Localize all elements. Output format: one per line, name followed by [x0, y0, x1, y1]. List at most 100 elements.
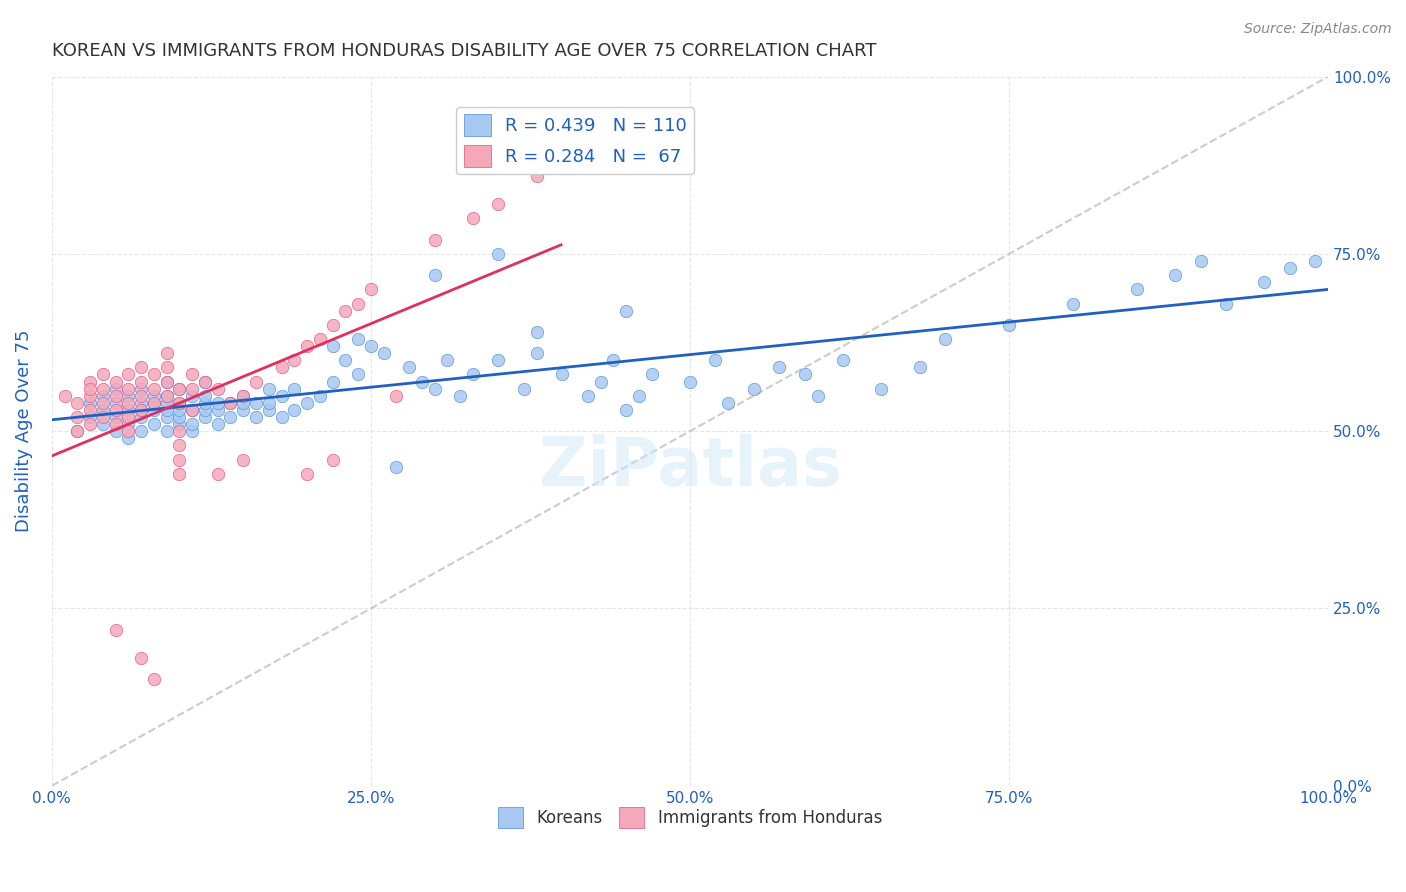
Point	[66, 424, 89, 438]
Point	[245, 409, 267, 424]
Point	[385, 389, 408, 403]
Point	[117, 424, 139, 438]
Point	[66, 409, 89, 424]
Point	[156, 389, 179, 403]
Point	[908, 360, 931, 375]
Point	[104, 409, 127, 424]
Point	[513, 382, 536, 396]
Point	[360, 339, 382, 353]
Point	[322, 375, 344, 389]
Point	[245, 375, 267, 389]
Point	[169, 409, 191, 424]
Point	[207, 382, 229, 396]
Point	[117, 403, 139, 417]
Point	[232, 452, 254, 467]
Point	[576, 389, 599, 403]
Text: KOREAN VS IMMIGRANTS FROM HONDURAS DISABILITY AGE OVER 75 CORRELATION CHART: KOREAN VS IMMIGRANTS FROM HONDURAS DISAB…	[52, 42, 876, 60]
Point	[117, 382, 139, 396]
Point	[870, 382, 893, 396]
Point	[373, 346, 395, 360]
Point	[768, 360, 790, 375]
Point	[207, 467, 229, 481]
Point	[91, 382, 114, 396]
Point	[219, 409, 242, 424]
Point	[347, 332, 370, 346]
Point	[104, 417, 127, 431]
Point	[270, 409, 292, 424]
Point	[79, 417, 101, 431]
Point	[704, 353, 727, 368]
Point	[156, 424, 179, 438]
Point	[129, 382, 152, 396]
Point	[1305, 254, 1327, 268]
Text: Source: ZipAtlas.com: Source: ZipAtlas.com	[1244, 22, 1392, 37]
Point	[423, 382, 446, 396]
Point	[832, 353, 855, 368]
Legend: Koreans, Immigrants from Honduras: Koreans, Immigrants from Honduras	[491, 800, 889, 834]
Point	[104, 382, 127, 396]
Point	[270, 389, 292, 403]
Point	[461, 368, 484, 382]
Point	[423, 233, 446, 247]
Point	[335, 303, 357, 318]
Text: ZiPatlas: ZiPatlas	[538, 434, 841, 500]
Point	[436, 353, 458, 368]
Point	[129, 360, 152, 375]
Point	[104, 396, 127, 410]
Point	[347, 296, 370, 310]
Point	[156, 375, 179, 389]
Point	[717, 396, 740, 410]
Point	[129, 651, 152, 665]
Point	[308, 332, 330, 346]
Point	[117, 409, 139, 424]
Point	[194, 409, 217, 424]
Point	[181, 382, 204, 396]
Point	[627, 389, 650, 403]
Point	[461, 211, 484, 226]
Point	[142, 396, 165, 410]
Point	[142, 389, 165, 403]
Point	[322, 452, 344, 467]
Point	[232, 389, 254, 403]
Point	[335, 353, 357, 368]
Y-axis label: Disability Age Over 75: Disability Age Over 75	[15, 330, 32, 533]
Point	[793, 368, 815, 382]
Point	[117, 431, 139, 445]
Point	[79, 382, 101, 396]
Point	[156, 389, 179, 403]
Point	[181, 403, 204, 417]
Point	[156, 396, 179, 410]
Point	[270, 360, 292, 375]
Point	[283, 403, 305, 417]
Point	[322, 318, 344, 332]
Point	[169, 382, 191, 396]
Point	[169, 403, 191, 417]
Point	[142, 396, 165, 410]
Point	[181, 417, 204, 431]
Point	[614, 303, 637, 318]
Point	[142, 368, 165, 382]
Point	[640, 368, 662, 382]
Point	[129, 375, 152, 389]
Point	[295, 396, 318, 410]
Point	[53, 389, 76, 403]
Point	[207, 403, 229, 417]
Point	[91, 389, 114, 403]
Point	[360, 282, 382, 296]
Point	[411, 375, 433, 389]
Point	[934, 332, 956, 346]
Point	[257, 396, 280, 410]
Point	[614, 403, 637, 417]
Point	[347, 368, 370, 382]
Point	[257, 382, 280, 396]
Point	[679, 375, 702, 389]
Point	[117, 368, 139, 382]
Point	[283, 382, 305, 396]
Point	[79, 389, 101, 403]
Point	[295, 339, 318, 353]
Point	[385, 459, 408, 474]
Point	[169, 424, 191, 438]
Point	[998, 318, 1021, 332]
Point	[156, 375, 179, 389]
Point	[169, 467, 191, 481]
